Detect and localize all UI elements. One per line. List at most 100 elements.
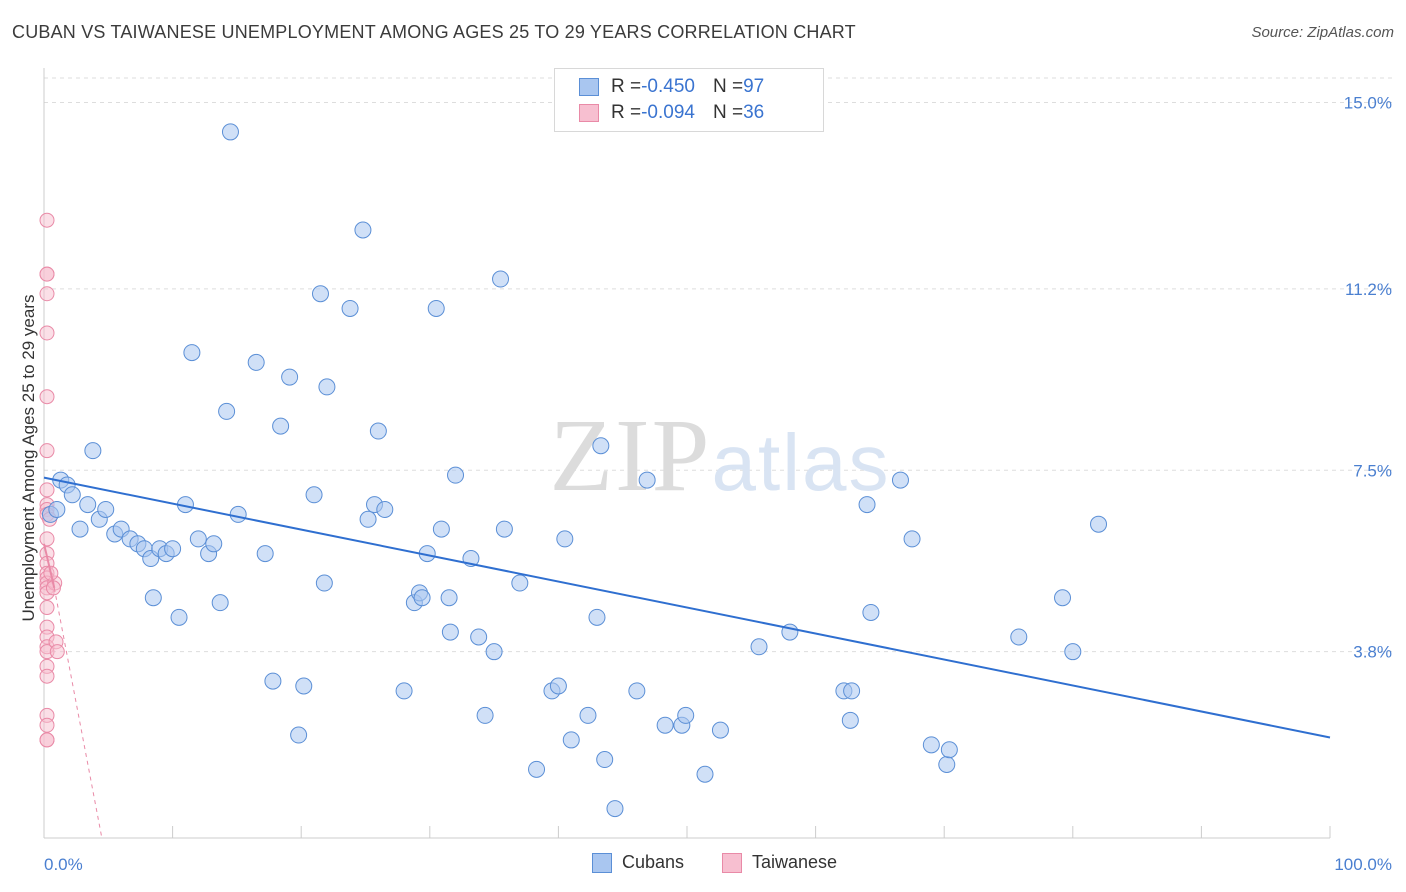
r-label: R =	[611, 102, 642, 123]
cubans-point	[376, 500, 394, 518]
cubans-point	[588, 608, 606, 626]
cubans-point	[940, 741, 958, 759]
cubans-point	[272, 417, 290, 435]
taiwanese-point	[39, 531, 55, 547]
taiwanese-trend-line	[43, 543, 56, 589]
r-label: R =	[611, 76, 642, 97]
cubans-point	[311, 285, 329, 303]
cubans-point	[413, 589, 431, 607]
legend-item-taiwanese[interactable]: Taiwanese	[722, 852, 837, 873]
legend-row-taiwanese: R = -0.094 N = 36	[579, 101, 764, 125]
taiwanese-point	[39, 325, 55, 341]
cubans-point	[562, 731, 580, 749]
y-tick-label: 3.8%	[1353, 643, 1392, 662]
cubans-point	[922, 736, 940, 754]
watermark: ZIPatlas	[550, 398, 891, 513]
cubans-point	[556, 530, 574, 548]
legend-row-cubans: R = -0.450 N = 97	[579, 75, 764, 99]
cubans-point	[1054, 589, 1072, 607]
r-value: -0.450	[641, 76, 695, 97]
n-label: N =	[712, 76, 744, 97]
cubans-point	[596, 751, 614, 769]
cubans-point	[862, 603, 880, 621]
cubans-point	[211, 594, 229, 612]
cubans-point	[183, 344, 201, 362]
cubans-point	[843, 682, 861, 700]
cubans-point	[696, 765, 714, 783]
cubans-point	[205, 535, 223, 553]
y-tick-label: 11.2%	[1345, 280, 1392, 299]
cubans-point	[170, 608, 188, 626]
cubans-point	[1010, 628, 1028, 646]
source-label: Source: ZipAtlas.com	[1251, 24, 1394, 41]
cubans-point	[229, 505, 247, 523]
grid-lines	[44, 77, 1392, 653]
cubans-point	[1090, 515, 1108, 533]
cubans-point	[395, 682, 413, 700]
cubans-point	[341, 299, 359, 317]
cubans-point	[528, 760, 546, 778]
cubans-point	[281, 368, 299, 386]
n-value: 36	[743, 102, 765, 123]
cubans-point	[485, 643, 503, 661]
taiwanese-point	[39, 717, 55, 733]
cubans-point	[63, 486, 81, 504]
cubans-point	[305, 486, 323, 504]
cubans-point	[164, 540, 182, 558]
cubans-point	[711, 721, 729, 739]
cubans-point	[677, 706, 695, 724]
cubans-point	[891, 471, 909, 489]
x-tick-label: 100.0%	[1334, 855, 1392, 874]
cubans-point	[369, 422, 387, 440]
taiwanese-point	[39, 482, 55, 498]
cubans-point	[841, 711, 859, 729]
taiwanese-point	[39, 668, 55, 684]
taiwanese-legend-swatch	[722, 852, 742, 873]
cubans-point	[290, 726, 308, 744]
n-label: N =	[712, 102, 744, 123]
cubans-point	[858, 496, 876, 514]
cubans-point	[606, 800, 624, 818]
taiwanese-point	[39, 266, 55, 282]
cubans-point	[144, 589, 162, 607]
y-tick-label: 7.5%	[1353, 461, 1392, 480]
cubans-point	[71, 520, 89, 538]
cubans-point	[247, 353, 265, 371]
cubans-point	[628, 682, 646, 700]
cubans-point	[592, 437, 610, 455]
cubans-point	[79, 496, 97, 514]
cubans-point	[511, 574, 529, 592]
cubans-point	[48, 500, 66, 518]
taiwanese-point	[39, 212, 55, 228]
cubans-point	[638, 471, 656, 489]
cubans-point	[579, 706, 597, 724]
legend-item-cubans[interactable]: Cubans	[592, 852, 684, 873]
taiwanese-point	[39, 389, 55, 405]
y-tick-label: 15.0%	[1344, 94, 1392, 113]
cubans-point	[549, 677, 567, 695]
y-tick-labels: 3.8% 7.5% 11.2% 15.0%	[1344, 94, 1392, 662]
cubans-point	[264, 672, 282, 690]
legend-label-taiwanese: Taiwanese	[752, 852, 838, 872]
cubans-point	[476, 706, 494, 724]
cubans-point	[656, 716, 674, 734]
x-tick-labels: 0.0% 100.0%	[44, 855, 1392, 874]
taiwanese-swatch	[579, 104, 599, 122]
y-axis-label: Unemployment Among Ages 25 to 29 years	[19, 295, 38, 622]
taiwanese-trend-extension	[53, 587, 103, 839]
cubans-point	[495, 520, 513, 538]
x-tick-label: 0.0%	[44, 855, 83, 874]
taiwanese-point	[39, 732, 55, 748]
chart-title: CUBAN VS TAIWANESE UNEMPLOYMENT AMONG AG…	[12, 22, 856, 42]
cubans-point	[318, 378, 336, 396]
n-value: 97	[743, 76, 765, 97]
cubans-point	[97, 500, 115, 518]
cubans-point	[427, 299, 445, 317]
cubans-points	[41, 123, 1108, 818]
cubans-point	[492, 270, 510, 288]
cubans-point	[903, 530, 921, 548]
taiwanese-point	[49, 644, 65, 660]
cubans-point	[470, 628, 488, 646]
legend-label-cubans: Cubans	[622, 852, 685, 872]
